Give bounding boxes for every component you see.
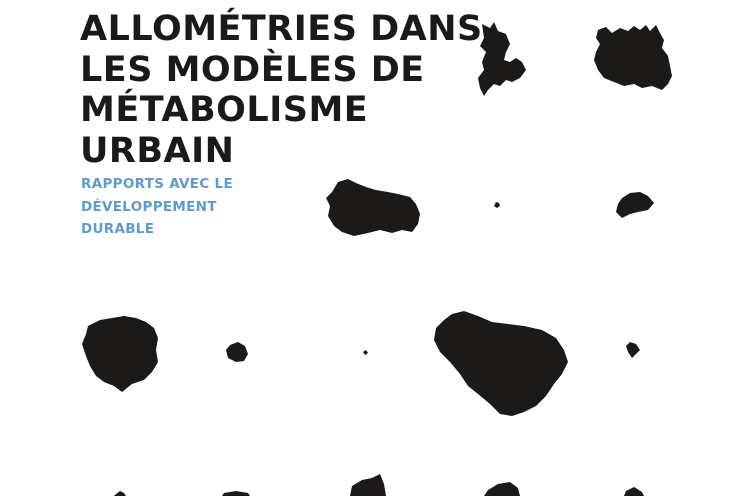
city-silhouette: [350, 474, 386, 496]
subtitle-line-1: RAPPORTS AVEC LE: [81, 176, 233, 192]
city-silhouette: [326, 179, 420, 236]
city-silhouette: [478, 22, 526, 96]
city-silhouette: [222, 491, 250, 496]
city-silhouette: [626, 342, 640, 358]
city-silhouette: [484, 482, 520, 496]
city-silhouette: [114, 491, 126, 496]
city-silhouette: [226, 342, 248, 362]
subtitle-line-3: DURABLE: [81, 221, 155, 237]
city-silhouette: [616, 192, 654, 218]
city-silhouette: [594, 25, 672, 90]
cover-title: ALLOMÉTRIES DANS LES MODÈLES DE MÉTABOLI…: [80, 9, 483, 171]
city-silhouette: [434, 311, 568, 416]
city-silhouette: [363, 350, 368, 355]
cover-subtitle: RAPPORTS AVEC LE DÉVELOPPEMENT DURABLE: [81, 173, 233, 241]
title-line-4: URBAIN: [80, 130, 235, 171]
city-silhouette: [624, 487, 644, 496]
title-line-2: LES MODÈLES DE: [80, 49, 425, 90]
city-silhouette: [494, 202, 500, 208]
title-line-1: ALLOMÉTRIES DANS: [80, 9, 483, 49]
title-line-3: MÉTABOLISME: [80, 90, 369, 130]
subtitle-line-2: DÉVELOPPEMENT: [81, 198, 217, 215]
city-silhouette: [82, 316, 158, 392]
